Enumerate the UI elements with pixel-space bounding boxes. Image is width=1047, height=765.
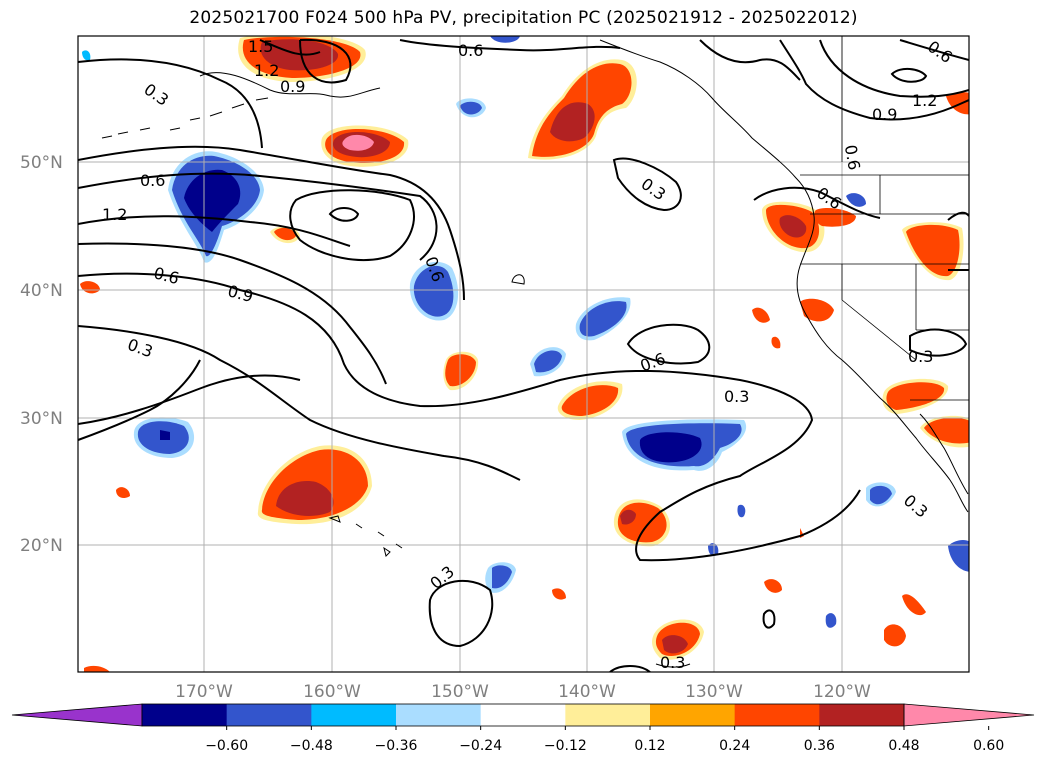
lon-label-160w: 160°W <box>303 682 361 702</box>
colorbar-tick-label: 0.36 <box>804 738 835 754</box>
contour-label-11: 0.3 <box>426 562 458 593</box>
colorbar-extend-low <box>11 703 143 727</box>
contour-label-5: 0.3 <box>140 80 172 110</box>
contour-label-3: 0.9 <box>280 77 305 96</box>
colorbar-outline <box>141 703 905 727</box>
contour-label-7: 0.6 <box>140 171 165 190</box>
contour-label-2: 1.2 <box>254 61 279 80</box>
lon-label-170w: 170°W <box>175 682 233 702</box>
colorbar-cell <box>226 704 312 726</box>
colorbar-tick-label: −0.36 <box>375 738 418 754</box>
precip-blob-rockies <box>902 222 964 281</box>
colorbar-ticks: −0.60 −0.48 −0.36 −0.24 −0.12 0.12 0.24 0.36 0.4… <box>205 726 1004 754</box>
contour-label-9: 0.6 <box>152 263 182 288</box>
precip-blob-negative-west <box>168 151 264 263</box>
colorbar-cell <box>819 704 905 726</box>
contour-label-14: 0.3 <box>724 387 749 406</box>
colorbar-cells <box>11 703 1035 727</box>
lon-label-130w: 130°W <box>685 682 743 702</box>
contour-label-18: 1.2 <box>912 91 937 110</box>
contour-label-8: 1.2 <box>102 205 127 224</box>
map-title: 2025021700 F024 500 hPa PV, precipitatio… <box>189 8 858 28</box>
contour-label-22: 0.3 <box>900 491 932 522</box>
precip-blob-negative-subtropics <box>622 419 747 471</box>
precip-blob-negative-small <box>82 36 969 628</box>
lat-label-50n: 50°N <box>20 153 63 173</box>
colorbar-cell <box>565 704 651 726</box>
precip-blob-subtropics <box>613 499 671 547</box>
map-gridlines <box>78 36 969 672</box>
colorbar-tick-label: −0.60 <box>205 738 248 754</box>
contour-label-1: 1.5 <box>248 37 273 56</box>
contour-label-20: 0.6 <box>924 37 956 67</box>
political-borders <box>800 36 969 401</box>
colorbar-tick-label: 0.24 <box>719 738 750 754</box>
contour-label-4: 0.6 <box>458 41 483 60</box>
contour-label-16: 0.3 <box>638 174 670 204</box>
colorbar-tick-label: 0.12 <box>634 738 665 754</box>
lat-label-40n: 40°N <box>20 281 63 301</box>
coastlines <box>101 39 969 668</box>
precip-blob-west-coast <box>762 201 856 253</box>
precip-blob-southwest <box>257 445 372 525</box>
contour-label-21: 0.3 <box>908 347 933 366</box>
colorbar-cell <box>734 704 820 726</box>
lat-label-30n: 30°N <box>20 409 63 429</box>
colorbar-tick-label: −0.24 <box>459 738 502 754</box>
colorbar-cell <box>396 704 482 726</box>
precip-blob-california <box>882 92 969 448</box>
map-frame <box>77 35 970 673</box>
contour-label-15: 0.6 <box>813 183 845 213</box>
colorbar-cell <box>142 704 228 726</box>
precip-shading <box>80 36 969 672</box>
contour-label-6: 0.3 <box>125 335 155 362</box>
contour-label-17: 0.9 <box>872 105 897 124</box>
longitude-labels: 170°W 160°W 150°W 140°W 130°W 120°W <box>175 682 871 702</box>
precip-blob-small-positive <box>80 226 926 672</box>
pv-contours <box>78 38 969 672</box>
colorbar-cell <box>480 704 566 726</box>
colorbar-tick-label: −0.12 <box>544 738 587 754</box>
contour-labels: 1.5 1.2 0.9 0.6 0.3 0.3 0.6 1.2 0.6 0.9 … <box>102 37 956 672</box>
contour-label-19: 0.6 <box>841 143 864 171</box>
precip-blob-gulf-alaska <box>528 59 637 160</box>
map-content: 1.5 1.2 0.9 0.6 0.3 0.3 0.6 1.2 0.6 0.9 … <box>78 36 969 672</box>
latitude-labels: 50°N 40°N 30°N 20°N <box>20 153 63 556</box>
colorbar-cell <box>650 704 736 726</box>
colorbar-tick-label: 0.60 <box>973 738 1004 754</box>
lon-label-120w: 120°W <box>813 682 871 702</box>
colorbar: −0.60 −0.48 −0.36 −0.24 −0.12 0.12 0.24 0.36 0.4… <box>11 703 1035 754</box>
colorbar-tick-label: 0.48 <box>888 738 919 754</box>
contour-label-10: 0.9 <box>226 281 256 306</box>
lon-label-150w: 150°W <box>431 682 489 702</box>
lat-label-20n: 20°N <box>20 536 63 556</box>
colorbar-cell <box>311 704 397 726</box>
colorbar-tick-label: −0.48 <box>290 738 333 754</box>
lon-label-140w: 140°W <box>558 682 616 702</box>
contour-label-23: 0.3 <box>660 653 685 672</box>
colorbar-extend-high <box>903 703 1035 727</box>
precip-blob-central-pink <box>321 125 409 167</box>
